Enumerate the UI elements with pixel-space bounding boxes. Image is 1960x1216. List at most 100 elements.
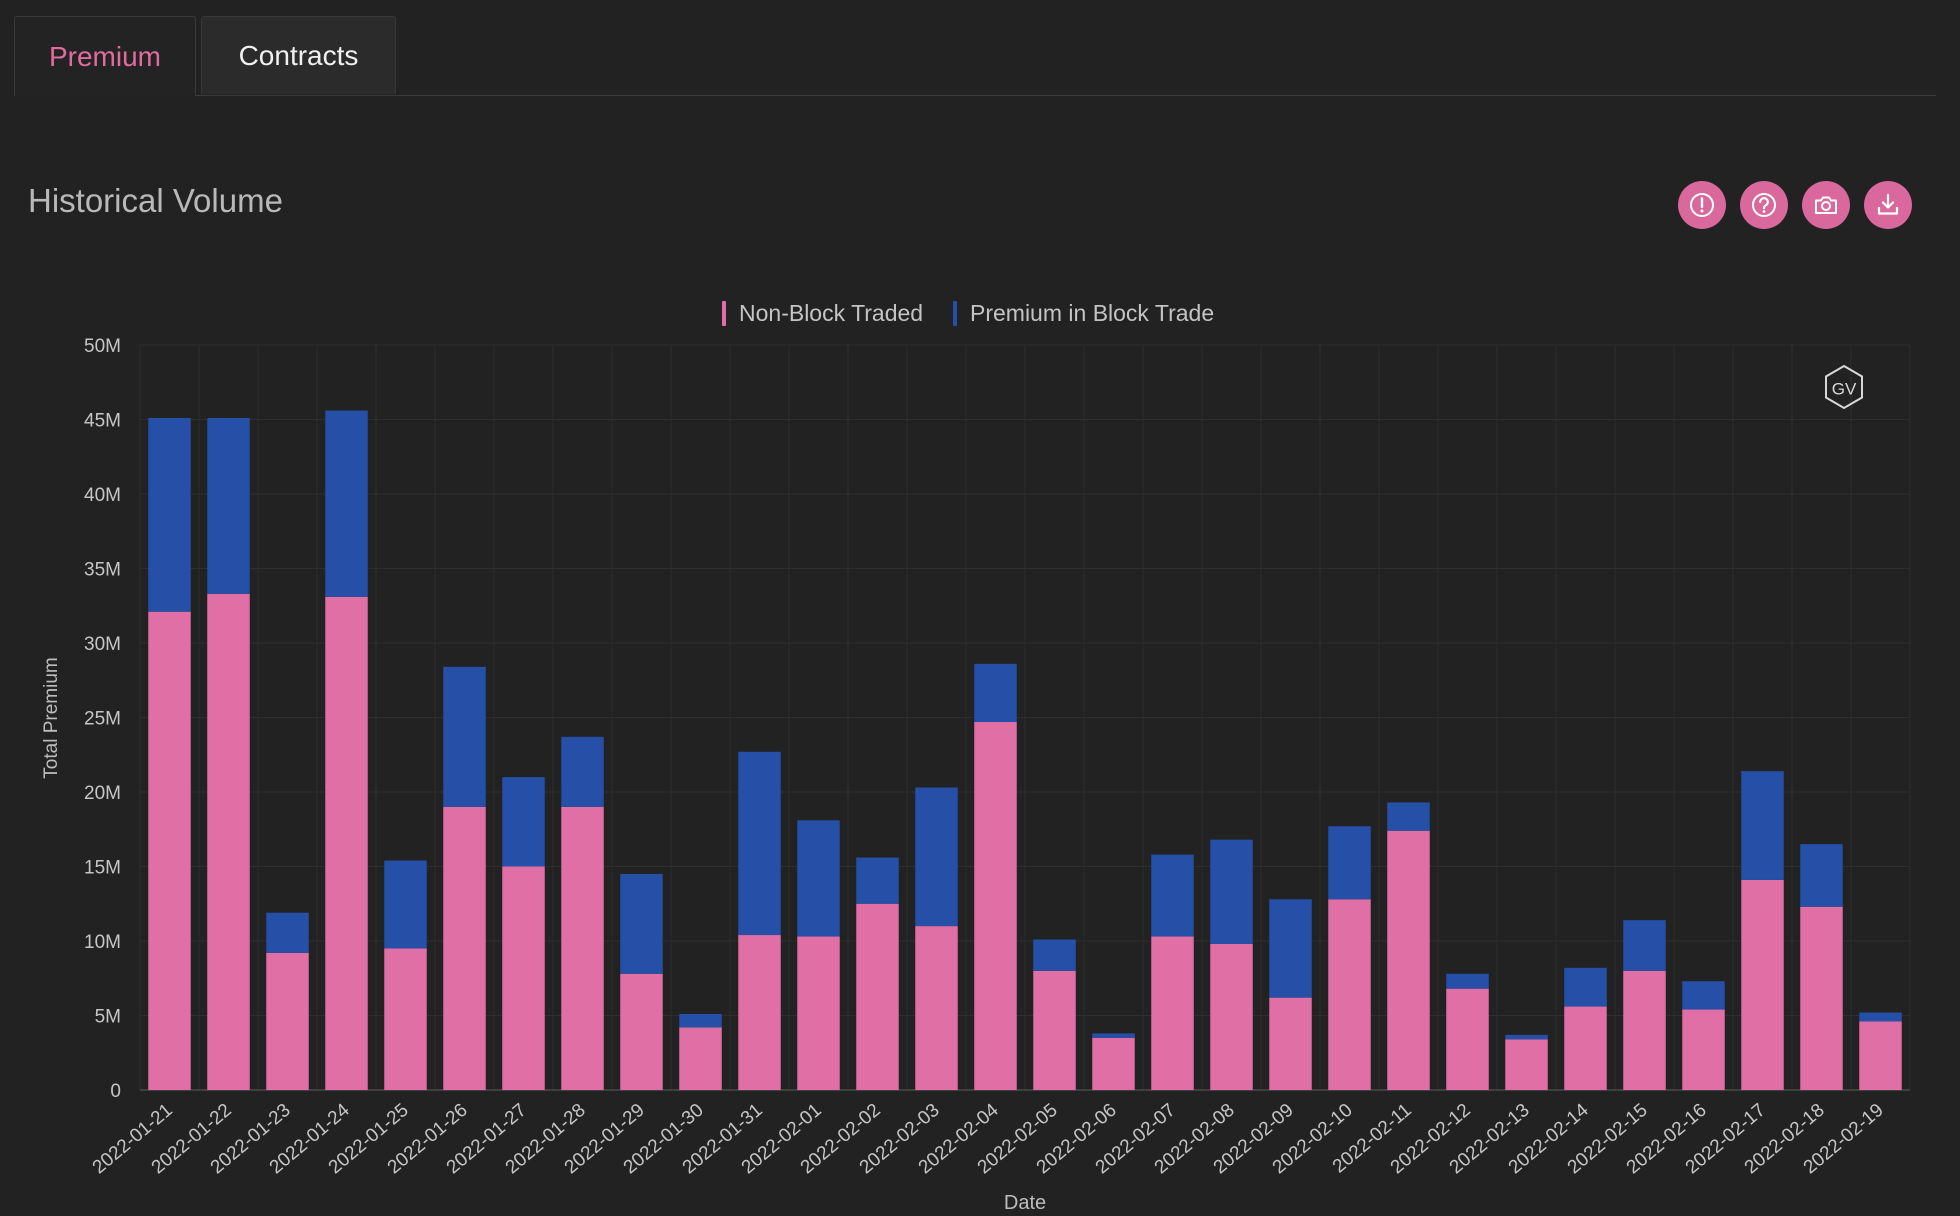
bar-premium-in-block-trade[interactable] — [856, 857, 899, 904]
bar-non-block-traded[interactable] — [325, 596, 368, 1090]
download-button[interactable] — [1864, 181, 1912, 229]
bar-premium-in-block-trade[interactable] — [443, 666, 486, 807]
y-tick-label: 25M — [84, 709, 121, 730]
bar-premium-in-block-trade[interactable] — [679, 1014, 722, 1028]
help-button[interactable] — [1740, 181, 1788, 229]
y-tick-label: 40M — [84, 485, 121, 506]
watermark-logo: GV — [1825, 364, 1863, 410]
legend-item-non-block[interactable]: Non-Block Traded — [722, 300, 923, 326]
bar-premium-in-block-trade[interactable] — [1033, 939, 1076, 971]
bar-non-block-traded[interactable] — [561, 806, 604, 1090]
bar-non-block-traded[interactable] — [1151, 936, 1194, 1090]
bar-non-block-traded[interactable] — [1446, 988, 1489, 1090]
bar-premium-in-block-trade[interactable] — [148, 418, 191, 612]
bar-non-block-traded[interactable] — [1269, 997, 1312, 1090]
chart-toolbar — [1678, 181, 1912, 229]
tab-contracts[interactable]: Contracts — [201, 16, 396, 94]
bar-non-block-traded[interactable] — [1859, 1021, 1902, 1090]
y-axis-ticks: 0 5M 10M 15M 20M 25M 30M 35M 40M 45M 50M — [84, 336, 121, 1102]
bar-premium-in-block-trade[interactable] — [1682, 981, 1725, 1010]
bar-non-block-traded[interactable] — [738, 935, 781, 1090]
chart-grid — [139, 344, 1911, 1091]
bar-non-block-traded[interactable] — [207, 593, 250, 1090]
y-tick-label: 0 — [110, 1081, 121, 1102]
watermark-text: GV — [1832, 380, 1857, 399]
bar-non-block-traded[interactable] — [974, 721, 1017, 1090]
bar-premium-in-block-trade[interactable] — [207, 418, 250, 594]
bar-non-block-traded[interactable] — [915, 926, 958, 1090]
y-tick-label: 30M — [84, 634, 121, 655]
bar-premium-in-block-trade[interactable] — [384, 860, 427, 949]
bar-non-block-traded[interactable] — [1387, 830, 1430, 1090]
bar-premium-in-block-trade[interactable] — [325, 410, 368, 597]
legend-label: Premium in Block Trade — [970, 300, 1214, 326]
bar-premium-in-block-trade[interactable] — [502, 777, 545, 867]
bar-premium-in-block-trade[interactable] — [1564, 967, 1607, 1007]
bar-premium-in-block-trade[interactable] — [974, 663, 1017, 722]
y-axis-label: Total Premium — [41, 657, 62, 778]
bar-non-block-traded[interactable] — [502, 866, 545, 1091]
download-icon — [1877, 193, 1899, 215]
bar-non-block-traded[interactable] — [266, 952, 309, 1090]
legend-item-block-trade[interactable]: Premium in Block Trade — [953, 300, 1214, 326]
bar-non-block-traded[interactable] — [679, 1027, 722, 1090]
bar-non-block-traded[interactable] — [1564, 1006, 1607, 1090]
screenshot-button[interactable] — [1802, 181, 1850, 229]
chart-legend[interactable]: Non-Block Traded Premium in Block Trade — [722, 300, 1214, 326]
bar-premium-in-block-trade[interactable] — [1328, 826, 1371, 900]
tab-bar: Premium Contracts — [14, 16, 1936, 96]
bar-non-block-traded[interactable] — [797, 936, 840, 1090]
bar-premium-in-block-trade[interactable] — [1800, 844, 1843, 907]
bar-premium-in-block-trade[interactable] — [738, 751, 781, 936]
bar-non-block-traded[interactable] — [1682, 1009, 1725, 1090]
bar-premium-in-block-trade[interactable] — [1741, 771, 1784, 880]
alert-button[interactable] — [1678, 181, 1726, 229]
bar-premium-in-block-trade[interactable] — [1092, 1033, 1135, 1038]
alert-icon — [1690, 193, 1714, 217]
bar-premium-in-block-trade[interactable] — [266, 912, 309, 953]
bar-non-block-traded[interactable] — [1505, 1039, 1548, 1090]
help-icon — [1752, 193, 1776, 217]
bar-non-block-traded[interactable] — [1741, 879, 1784, 1090]
y-tick-label: 20M — [84, 783, 121, 804]
bar-premium-in-block-trade[interactable] — [620, 873, 663, 974]
bar-non-block-traded[interactable] — [384, 948, 427, 1090]
bar-non-block-traded[interactable] — [856, 903, 899, 1090]
y-tick-label: 35M — [84, 560, 121, 581]
y-tick-label: 50M — [84, 336, 121, 357]
bar-premium-in-block-trade[interactable] — [1505, 1034, 1548, 1040]
bar-premium-in-block-trade[interactable] — [1859, 1012, 1902, 1022]
bar-non-block-traded[interactable] — [1210, 943, 1253, 1090]
bar-non-block-traded[interactable] — [1092, 1037, 1135, 1090]
y-tick-label: 10M — [84, 932, 121, 953]
bar-premium-in-block-trade[interactable] — [1446, 973, 1489, 989]
bar-premium-in-block-trade[interactable] — [915, 787, 958, 927]
chart-bars — [148, 410, 1902, 1091]
x-axis-ticks: 2022-01-212022-01-222022-01-232022-01-24… — [89, 1099, 1888, 1178]
tab-premium[interactable]: Premium — [14, 16, 196, 96]
bar-premium-in-block-trade[interactable] — [561, 736, 604, 807]
bar-premium-in-block-trade[interactable] — [1387, 802, 1430, 831]
x-axis-label: Date — [1004, 1192, 1046, 1214]
y-tick-label: 5M — [95, 1007, 121, 1028]
bar-non-block-traded[interactable] — [1623, 970, 1666, 1090]
camera-icon — [1815, 196, 1837, 214]
bar-non-block-traded[interactable] — [148, 611, 191, 1090]
bar-non-block-traded[interactable] — [1033, 970, 1076, 1090]
y-tick-label: 45M — [84, 411, 121, 432]
bar-non-block-traded[interactable] — [443, 806, 486, 1090]
page-title: Historical Volume — [28, 182, 283, 219]
bar-premium-in-block-trade[interactable] — [1210, 839, 1253, 944]
legend-label: Non-Block Traded — [739, 300, 923, 326]
y-tick-label: 15M — [84, 858, 121, 879]
bar-non-block-traded[interactable] — [1800, 906, 1843, 1090]
bar-premium-in-block-trade[interactable] — [1623, 920, 1666, 971]
bar-non-block-traded[interactable] — [1328, 899, 1371, 1090]
bar-premium-in-block-trade[interactable] — [1151, 854, 1194, 937]
legend-swatch — [722, 301, 726, 326]
bar-premium-in-block-trade[interactable] — [1269, 899, 1312, 998]
bar-premium-in-block-trade[interactable] — [797, 820, 840, 937]
legend-swatch — [953, 301, 957, 326]
bar-non-block-traded[interactable] — [620, 973, 663, 1090]
